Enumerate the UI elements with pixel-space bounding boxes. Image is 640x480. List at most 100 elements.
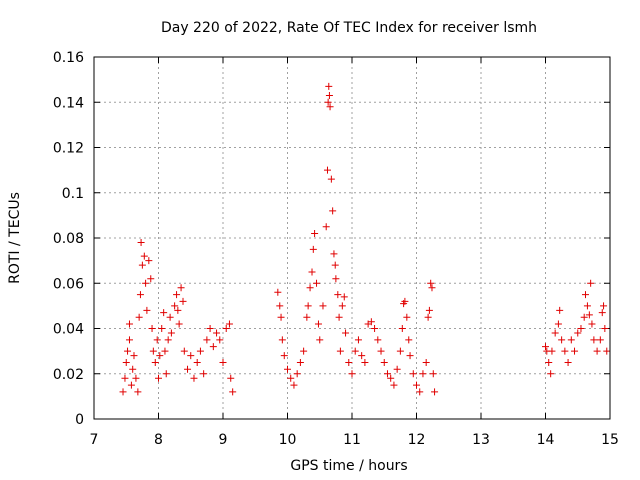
data-point <box>304 302 312 310</box>
x-tick-label: 13 <box>472 432 490 448</box>
data-point <box>296 358 304 366</box>
data-point <box>129 365 137 373</box>
data-point <box>380 358 388 366</box>
data-point <box>371 325 379 332</box>
data-point <box>135 313 143 321</box>
data-point <box>306 284 314 292</box>
data-point <box>598 309 606 317</box>
data-point <box>583 302 591 310</box>
data-point <box>290 381 298 389</box>
data-point <box>316 336 324 344</box>
data-point <box>156 352 164 360</box>
data-point <box>274 288 282 296</box>
data-point <box>151 358 159 366</box>
y-tick-label: 0.04 <box>53 322 84 338</box>
data-point <box>124 347 132 355</box>
data-point <box>431 388 439 396</box>
data-point <box>326 103 334 111</box>
data-point <box>323 166 331 174</box>
data-point <box>134 388 142 396</box>
data-point <box>293 370 301 378</box>
data-point <box>322 223 330 231</box>
data-point <box>567 336 575 344</box>
data-point <box>390 381 398 389</box>
data-point <box>132 374 140 382</box>
data-point <box>160 309 168 317</box>
x-tick-label: 12 <box>408 432 426 448</box>
data-point <box>145 257 153 265</box>
data-point <box>324 98 332 106</box>
data-point <box>601 325 609 332</box>
data-point <box>340 293 348 301</box>
data-point <box>136 291 144 299</box>
data-point <box>138 261 146 269</box>
data-point <box>162 370 170 378</box>
data-point <box>200 370 208 378</box>
data-point <box>334 291 342 299</box>
data-point <box>542 343 549 351</box>
data-point <box>367 318 375 326</box>
data-point <box>354 336 362 344</box>
data-point <box>119 388 127 396</box>
data-point <box>173 291 181 299</box>
data-point <box>419 370 427 378</box>
data-point <box>314 320 322 328</box>
x-tick-label: 14 <box>537 432 555 448</box>
data-point <box>571 347 579 355</box>
data-point <box>203 336 211 344</box>
data-point <box>393 365 401 373</box>
data-point <box>122 358 130 366</box>
data-point <box>225 320 233 328</box>
data-point <box>206 325 214 332</box>
axis-ticks: 7 8 9 10 11 12 13 14 15 0 0.02 0.04 0.06 0.08 0.1 0.12 0… <box>53 50 619 448</box>
data-point <box>161 347 169 355</box>
data-point <box>377 347 385 355</box>
data-point <box>593 347 601 355</box>
data-point <box>187 352 195 360</box>
data-point <box>313 279 321 287</box>
data-point <box>196 347 204 355</box>
data-point <box>125 320 133 328</box>
data-point <box>158 325 166 332</box>
data-point <box>287 374 295 382</box>
y-tick-label: 0.16 <box>53 50 84 66</box>
data-point <box>596 336 604 344</box>
data-point <box>331 261 339 269</box>
data-point <box>345 358 353 366</box>
data-point <box>574 329 582 337</box>
data-point <box>193 358 201 366</box>
data-point <box>561 347 569 355</box>
data-point <box>137 239 145 247</box>
data-point <box>336 347 344 355</box>
x-tick-label: 10 <box>279 432 297 448</box>
data-point <box>585 311 593 319</box>
data-point <box>581 291 589 299</box>
data-point <box>155 374 162 382</box>
data-point <box>351 347 359 355</box>
data-point <box>425 306 433 314</box>
data-point <box>140 252 148 260</box>
data-point <box>174 306 182 314</box>
data-point <box>577 325 585 332</box>
y-tick-label: 0.12 <box>53 141 84 157</box>
data-point <box>547 370 555 378</box>
y-tick-label: 0.08 <box>53 231 84 247</box>
data-point <box>554 320 562 328</box>
data-point <box>422 358 430 366</box>
plot-frame <box>93 56 611 420</box>
data-point <box>284 365 291 373</box>
data-point <box>413 381 420 389</box>
data-point <box>551 329 559 337</box>
data-point <box>229 388 237 396</box>
data-point <box>330 250 338 258</box>
y-tick-label: 0.1 <box>62 186 84 202</box>
data-point <box>175 320 183 328</box>
data-point <box>213 329 221 337</box>
data-point <box>147 275 155 283</box>
data-point <box>558 336 566 344</box>
data-point <box>428 284 436 292</box>
data-point <box>276 302 284 310</box>
data-point <box>587 279 595 287</box>
data-point <box>277 313 285 321</box>
x-tick-label: 7 <box>90 432 99 448</box>
